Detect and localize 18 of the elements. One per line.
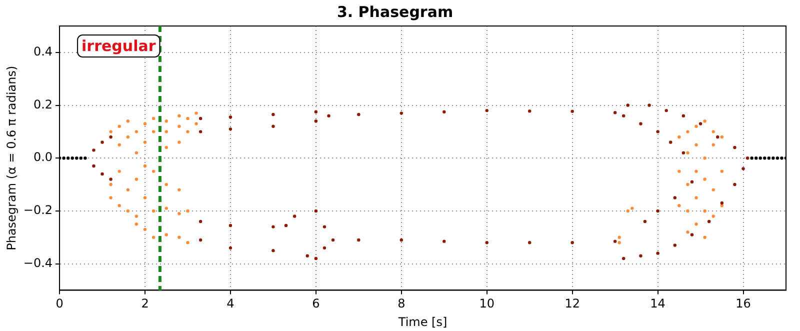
y-tick-label: −0.4 [23, 256, 53, 270]
x-tick-label: 2 [141, 296, 149, 311]
x-tick-label: 12 [564, 296, 580, 311]
x-tick-label: 16 [736, 296, 751, 311]
chart-title: 3. Phasegram [336, 2, 454, 21]
y-tick-label: 0.0 [33, 150, 53, 164]
y-tick-label: 0.4 [33, 44, 53, 59]
y-tick-label: 0.2 [33, 97, 53, 112]
x-tick-label: 10 [479, 296, 495, 311]
y-tick-label: −0.2 [23, 203, 53, 218]
annotation: irregular [82, 36, 156, 55]
x-tick-label: 0 [56, 296, 64, 311]
x-tick-label: 8 [398, 296, 406, 311]
x-tick-label: 4 [226, 296, 234, 311]
x-tick-label: 14 [650, 296, 666, 311]
y-axis-title: Phasegram (α = 0.6 π radians) [4, 66, 18, 250]
x-axis-title: Time [s] [397, 314, 448, 329]
x-tick-label: 6 [312, 296, 320, 311]
